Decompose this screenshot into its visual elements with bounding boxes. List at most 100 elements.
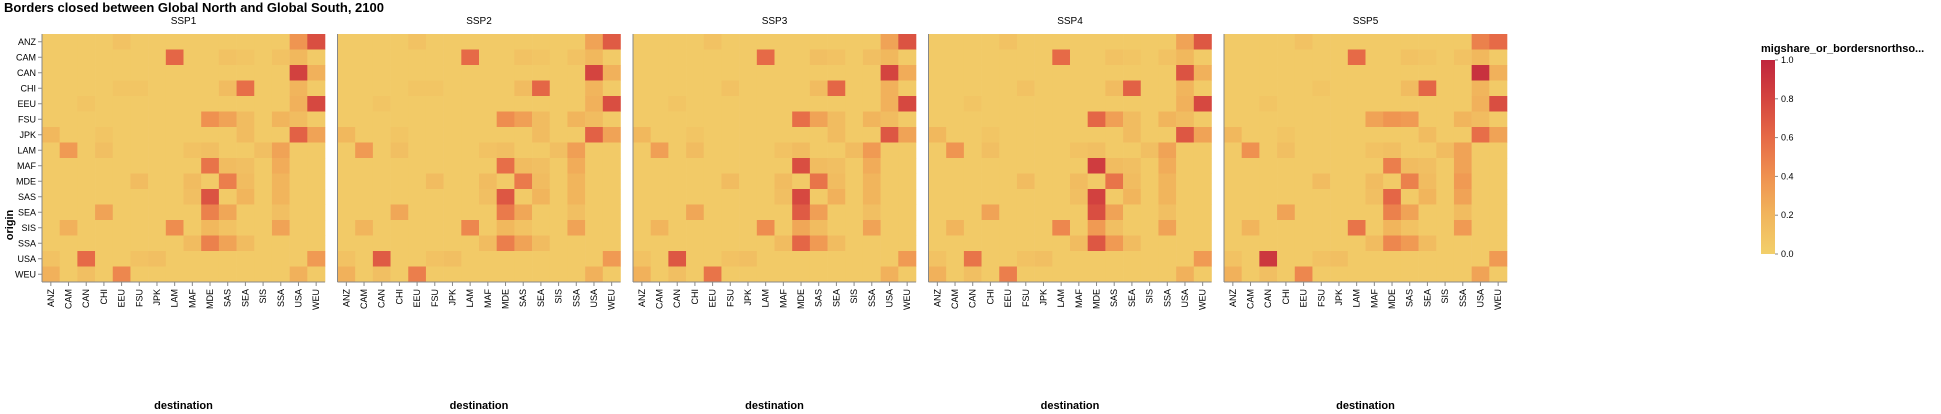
heatmap-cell <box>1330 142 1349 159</box>
heatmap-cell <box>183 127 202 143</box>
heatmap-cell <box>1158 235 1177 252</box>
heatmap-cell <box>77 220 96 236</box>
heatmap-cell <box>792 65 811 81</box>
heatmap-cell <box>1105 189 1124 205</box>
heatmap-cell <box>408 251 427 267</box>
heatmap-cell <box>390 80 409 97</box>
heatmap-cell <box>1158 173 1177 190</box>
heatmap-cell <box>686 80 705 97</box>
y-tick-label: MAF <box>17 161 37 171</box>
heatmap-cell <box>809 65 828 81</box>
heatmap-cell <box>1453 96 1472 112</box>
heatmap-cell <box>739 34 758 50</box>
heatmap-cell <box>218 235 237 252</box>
x-tick-label: JPK <box>1038 289 1048 306</box>
heatmap-cell <box>1330 80 1349 97</box>
heatmap-cell <box>963 96 982 112</box>
facet-panel-ssp2: SSP2 ANZ CAM CAN CHI EEU FSU JPK LAM MAF MDE SAS SEA… <box>337 16 621 412</box>
heatmap-cell <box>1347 204 1366 221</box>
heatmap-cell <box>218 96 237 112</box>
heatmap-cell <box>1489 80 1508 97</box>
heatmap-cell <box>165 80 184 97</box>
heatmap-cell <box>496 235 515 252</box>
heatmap-cell <box>289 173 308 190</box>
heatmap-cell <box>408 204 427 221</box>
heatmap-cell <box>633 204 651 221</box>
heatmap-cell <box>739 266 758 283</box>
heatmap-cell <box>1193 204 1212 221</box>
color-legend: migshare_or_bordersnorthso... 1.0 0.8 0.6 0… <box>1761 43 1924 259</box>
heatmap-cell <box>1140 96 1159 112</box>
heatmap-cell <box>792 49 811 66</box>
heatmap-cell <box>981 251 1000 267</box>
heatmap-cell <box>1158 266 1177 283</box>
heatmap-cell <box>514 220 533 236</box>
heatmap-cell <box>289 96 308 112</box>
heatmap-cell <box>1052 80 1071 97</box>
heatmap-cell <box>1383 96 1402 112</box>
heatmap-cell <box>981 204 1000 221</box>
heatmap-cell <box>1471 158 1490 174</box>
heatmap-cell <box>1016 266 1035 283</box>
heatmap-cell <box>59 235 78 252</box>
heatmap-cell <box>337 65 356 81</box>
heatmap-cell <box>532 158 551 174</box>
heatmap-cell <box>1383 266 1402 283</box>
heatmap-cell <box>928 173 947 190</box>
heatmap-cell <box>1471 80 1490 97</box>
heatmap-cell <box>703 34 722 50</box>
heatmap-cell <box>532 65 551 81</box>
x-tick-label: EEU <box>412 289 422 308</box>
heatmap-cell <box>567 65 586 81</box>
heatmap-cell <box>1383 49 1402 66</box>
heatmap-cell <box>928 158 947 174</box>
heatmap-cell <box>567 111 586 128</box>
heatmap-cell <box>461 65 480 81</box>
heatmap-cell <box>148 127 167 143</box>
heatmap-cell <box>496 251 515 267</box>
heatmap-cell <box>862 142 881 159</box>
heatmap-cell <box>739 189 758 205</box>
heatmap-cell <box>514 189 533 205</box>
heatmap-cell <box>148 111 167 128</box>
heatmap-cell <box>963 65 982 81</box>
heatmap-cell <box>721 49 740 66</box>
heatmap-cell <box>1436 204 1455 221</box>
heatmap-cell <box>112 34 131 50</box>
heatmap-cell <box>756 220 775 236</box>
heatmap-cell <box>425 127 444 143</box>
heatmap-cell <box>1365 235 1384 252</box>
heatmap-cell <box>130 158 149 174</box>
heatmap-cell <box>1418 142 1437 159</box>
heatmap-cell <box>254 173 273 190</box>
heatmap-cell <box>408 142 427 159</box>
heatmap-cell <box>254 96 273 112</box>
heatmap-cell <box>1312 266 1331 283</box>
heatmap-cell <box>703 80 722 97</box>
heatmap-cell <box>1489 158 1508 174</box>
heatmap-cell <box>898 204 917 221</box>
x-tick-label: SAS <box>1405 289 1415 307</box>
heatmap-cell <box>218 251 237 267</box>
heatmap-cell <box>898 235 917 252</box>
heatmap-cell <box>1365 65 1384 81</box>
heatmap-cell <box>1471 235 1490 252</box>
heatmap-cell <box>42 65 60 81</box>
heatmap-cell <box>337 235 356 252</box>
heatmap-cell <box>425 111 444 128</box>
heatmap-cell <box>1224 142 1242 159</box>
heatmap-cell <box>1489 127 1508 143</box>
heatmap-cell <box>271 235 290 252</box>
heatmap-cell <box>1105 127 1124 143</box>
heatmap-cell <box>112 111 131 128</box>
heatmap-cell <box>686 142 705 159</box>
heatmap-cell <box>1259 235 1278 252</box>
heatmap-cell <box>880 111 899 128</box>
x-tick-label: CAM <box>950 289 960 309</box>
heatmap-cell <box>567 34 586 50</box>
heatmap-cell <box>1294 235 1313 252</box>
heatmap-cell <box>585 34 604 50</box>
heatmap-cell <box>1312 96 1331 112</box>
heatmap-cell <box>532 204 551 221</box>
heatmap-cell <box>602 220 621 236</box>
